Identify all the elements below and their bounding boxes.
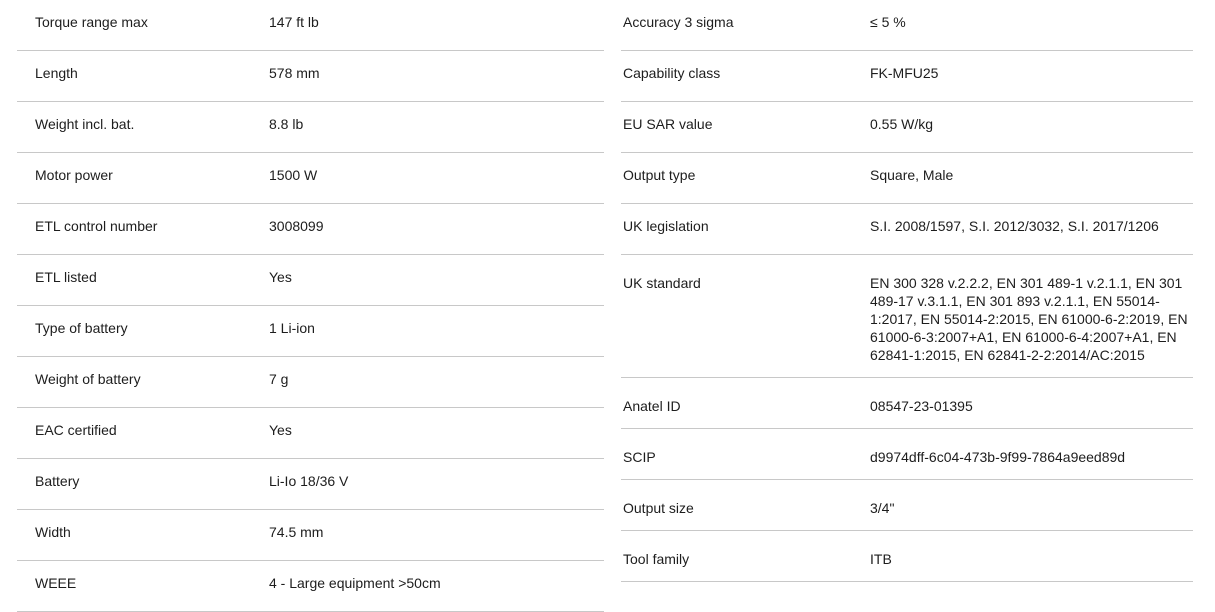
spec-label: Width bbox=[35, 524, 71, 540]
spec-value: ITB bbox=[870, 551, 892, 567]
spec-value: 3/4" bbox=[870, 500, 895, 516]
spec-label: EU SAR value bbox=[623, 116, 713, 132]
spec-column-left: Torque range max 147 ft lb Length 578 mm Wei… bbox=[17, 0, 604, 612]
spec-value: 0.55 W/kg bbox=[870, 116, 934, 132]
spec-label: Anatel ID bbox=[623, 398, 681, 414]
spec-row: EAC certified Yes bbox=[17, 408, 604, 459]
spec-label: EAC certified bbox=[35, 422, 117, 438]
spec-value: Yes bbox=[269, 269, 292, 285]
spec-row: EU SAR value 0.55 W/kg bbox=[621, 102, 1193, 153]
spec-value: Square, Male bbox=[870, 167, 954, 183]
spec-label: Type of battery bbox=[35, 320, 128, 336]
spec-value: 74.5 mm bbox=[269, 524, 324, 540]
spec-value: 7 g bbox=[269, 371, 289, 387]
spec-row: Motor power 1500 W bbox=[17, 153, 604, 204]
spec-row: UK standard EN 300 328 v.2.2.2, EN 301 48… bbox=[621, 255, 1193, 378]
spec-row: Weight incl. bat. 8.8 lb bbox=[17, 102, 604, 153]
spec-row: Anatel ID 08547-23-01395 bbox=[621, 378, 1193, 429]
spec-row: Capability class FK-MFU25 bbox=[621, 51, 1193, 102]
spec-value: 578 mm bbox=[269, 65, 320, 81]
spec-value: 08547-23-01395 bbox=[870, 398, 973, 414]
spec-row: UK legislation S.I. 2008/1597, S.I. 2012/… bbox=[621, 204, 1193, 255]
spec-row: Battery Li-Io 18/36 V bbox=[17, 459, 604, 510]
spec-row: ETL listed Yes bbox=[17, 255, 604, 306]
spec-value: 1 Li-ion bbox=[269, 320, 315, 336]
spec-label: Accuracy 3 sigma bbox=[623, 14, 734, 30]
spec-value: 147 ft lb bbox=[269, 14, 319, 30]
spec-label: WEEE bbox=[35, 575, 77, 591]
spec-label: Weight of battery bbox=[35, 371, 141, 387]
spec-label: UK legislation bbox=[623, 218, 709, 234]
spec-value: FK-MFU25 bbox=[870, 65, 939, 81]
spec-value: EN 300 328 v.2.2.2, EN 301 489-1 v.2.1.1… bbox=[870, 275, 1188, 363]
spec-row: Length 578 mm bbox=[17, 51, 604, 102]
spec-value: d9974dff-6c04-473b-9f99-7864a9eed89d bbox=[870, 449, 1126, 465]
spec-row: Width 74.5 mm bbox=[17, 510, 604, 561]
spec-label: Capability class bbox=[623, 65, 721, 81]
spec-row: Type of battery 1 Li-ion bbox=[17, 306, 604, 357]
spec-label: Length bbox=[35, 65, 78, 81]
spec-row: Tool family ITB bbox=[621, 531, 1193, 582]
spec-row: Output size 3/4" bbox=[621, 480, 1193, 531]
spec-value: Yes bbox=[269, 422, 292, 438]
spec-label: ETL listed bbox=[35, 269, 97, 285]
spec-value: S.I. 2008/1597, S.I. 2012/3032, S.I. 201… bbox=[870, 218, 1159, 234]
spec-label: SCIP bbox=[623, 449, 656, 465]
spec-column-right: Accuracy 3 sigma ≤ 5 % Capability class FK-… bbox=[621, 0, 1193, 582]
spec-row: Accuracy 3 sigma ≤ 5 % bbox=[621, 0, 1193, 51]
spec-label: UK standard bbox=[623, 275, 701, 291]
spec-value: Li-Io 18/36 V bbox=[269, 473, 349, 489]
spec-value: 4 - Large equipment >50cm bbox=[269, 575, 441, 591]
spec-label: Tool family bbox=[623, 551, 690, 567]
spec-label: Output type bbox=[623, 167, 696, 183]
spec-row: SCIP d9974dff-6c04-473b-9f99-7864a9eed89d bbox=[621, 429, 1193, 480]
spec-value: 3008099 bbox=[269, 218, 324, 234]
spec-row: ETL control number 3008099 bbox=[17, 204, 604, 255]
spec-row: Weight of battery 7 g bbox=[17, 357, 604, 408]
spec-label: ETL control number bbox=[35, 218, 158, 234]
spec-value: 8.8 lb bbox=[269, 116, 304, 132]
spec-label: Output size bbox=[623, 500, 694, 516]
spec-label: Battery bbox=[35, 473, 80, 489]
spec-label: Weight incl. bat. bbox=[35, 116, 135, 132]
spec-label: Torque range max bbox=[35, 14, 148, 30]
spec-row: WEEE 4 - Large equipment >50cm bbox=[17, 561, 604, 612]
spec-row: Torque range max 147 ft lb bbox=[17, 0, 604, 51]
spec-value: 1500 W bbox=[269, 167, 318, 183]
spec-row: Output type Square, Male bbox=[621, 153, 1193, 204]
spec-value: ≤ 5 % bbox=[870, 14, 906, 30]
spec-label: Motor power bbox=[35, 167, 113, 183]
